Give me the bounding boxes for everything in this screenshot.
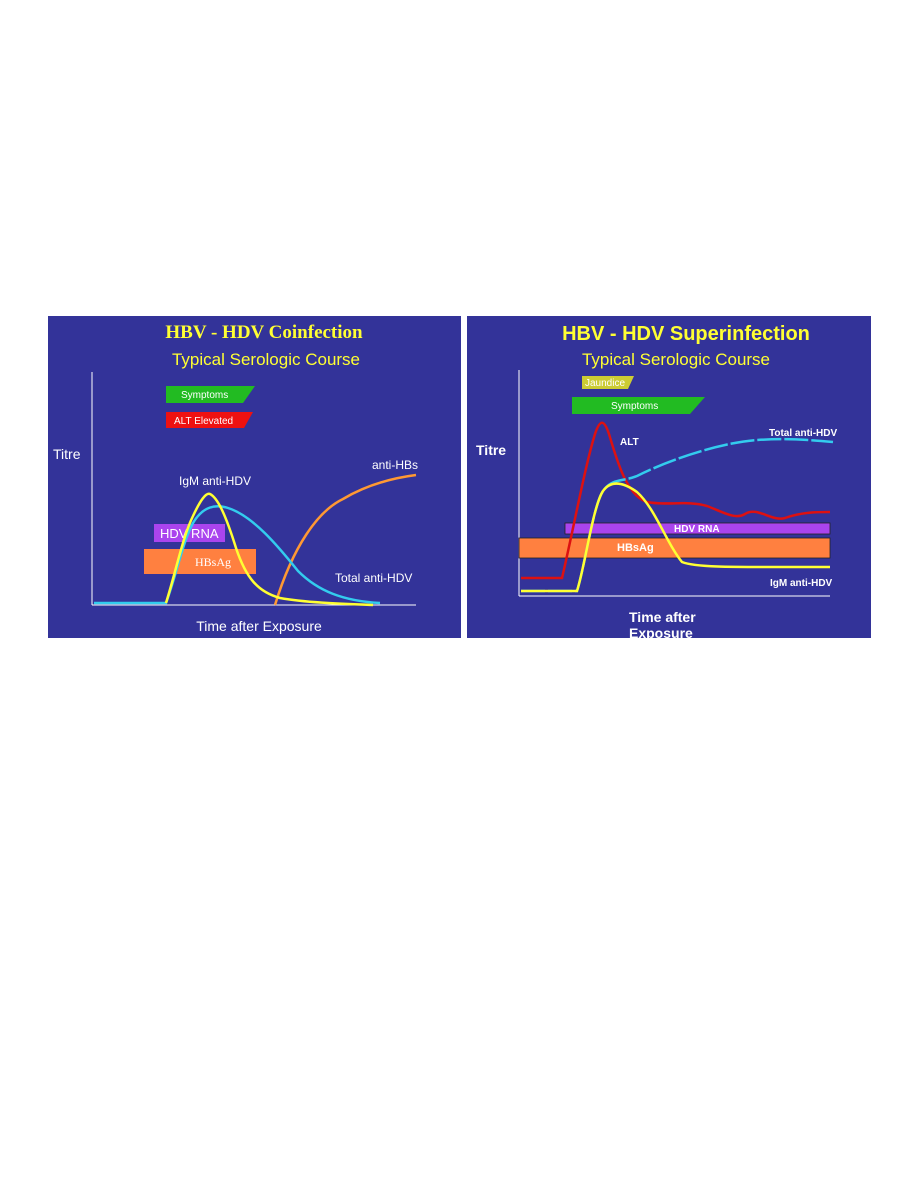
symptoms-label: Symptoms (611, 401, 658, 412)
total-anti-hdv-label: Total anti-HDV (335, 571, 412, 585)
igm-anti-hdv-curve (164, 492, 374, 607)
hbsag-label: HBsAg (617, 542, 654, 554)
superinfection-title: HBV - HDV Superinfection (562, 323, 810, 345)
jaundice-badge (582, 376, 634, 389)
anti-hbs-curve (273, 473, 417, 606)
jaundice-label: Jaundice (585, 378, 625, 389)
total-anti-hdv-curve (94, 505, 381, 605)
hbsag-label: HBsAg (195, 555, 231, 569)
symptoms-label: Symptoms (181, 390, 228, 401)
superinfection-subtitle: Typical Serologic Course (582, 350, 770, 369)
igm-anti-hdv-label: IgM anti-HDV (179, 474, 251, 488)
coinfection-subtitle: Typical Serologic Course (172, 350, 360, 369)
x-axis-label-line1: Time after (629, 609, 696, 625)
y-axis-label: Titre (53, 446, 81, 462)
superinfection-diagram: HBV - HDV Superinfection Typical Serolog… (476, 323, 837, 638)
x-axis-label-line2: Exposure (629, 625, 693, 638)
symptoms-badge (166, 386, 255, 403)
hdv-rna-label: HDV RNA (674, 524, 720, 535)
hdv-rna-bar (564, 522, 831, 535)
igm-anti-hdv-label: IgM anti-HDV (770, 578, 833, 589)
coinfection-panel: HBV - HDV Coinfection Typical Serologic … (48, 316, 461, 638)
hbsag-bar (518, 537, 831, 559)
anti-hbs-label: anti-HBs (372, 458, 418, 472)
y-axis-label: Titre (476, 442, 506, 458)
igm-anti-hdv-curve (521, 482, 831, 593)
superinfection-panel: HBV - HDV Superinfection Typical Serolog… (467, 316, 871, 638)
coinfection-diagram: HBV - HDV Coinfection Typical Serologic … (53, 322, 418, 634)
alt-elevated-badge (166, 412, 253, 428)
alt-elevated-label: ALT Elevated (174, 416, 233, 427)
total-anti-hdv-label: Total anti-HDV (769, 428, 837, 439)
symptoms-badge (572, 397, 705, 414)
x-axis-label: Time after Exposure (196, 618, 322, 634)
coinfection-title: HBV - HDV Coinfection (165, 322, 363, 343)
alt-label: ALT (620, 437, 639, 448)
